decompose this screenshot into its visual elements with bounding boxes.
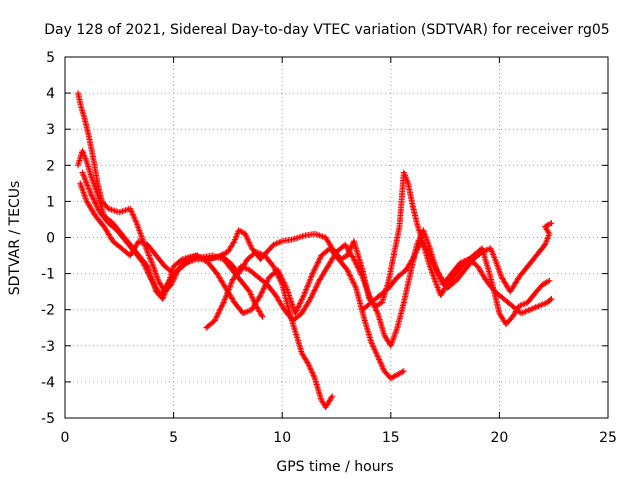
series-track-d [203, 227, 555, 349]
plot-frame [64, 56, 609, 419]
y-tick-labels: -5 -4 -3 -2 -1 0 1 2 3 4 5 [41, 50, 55, 427]
y-tick-label: 1 [46, 194, 55, 210]
y-tick-label: 5 [46, 50, 55, 66]
y-tick-label: -3 [41, 339, 55, 355]
y-tick-label: -5 [41, 411, 55, 427]
series-track-e [359, 220, 555, 313]
y-axis-label: SDTVAR / TECUs [7, 181, 23, 296]
data-marker-path [203, 227, 555, 349]
data-marker-path [75, 147, 336, 411]
y-tick-label: -4 [41, 375, 55, 391]
x-tick-label: 15 [382, 430, 400, 446]
x-tick-label: 0 [61, 430, 70, 446]
data-points [75, 90, 555, 411]
chart-title: Day 128 of 2021, Sidereal Day-to-day VTE… [44, 22, 609, 38]
y-tick-label: 4 [46, 86, 55, 102]
grid-lines [65, 57, 608, 418]
x-axis-label: GPS time / hours [276, 459, 393, 475]
series-track-b [75, 147, 336, 411]
y-tick-label: 2 [46, 158, 55, 174]
data-marker-path [77, 180, 266, 320]
series-track-f [77, 180, 266, 320]
x-tick-label: 25 [599, 430, 617, 446]
y-tick-label: 3 [46, 122, 55, 138]
x-tick-labels: 0 5 10 15 20 25 [61, 430, 617, 446]
x-tick-label: 20 [490, 430, 508, 446]
data-marker-path [359, 220, 555, 313]
y-tick-label: 0 [46, 231, 55, 247]
axis-ticks [64, 56, 609, 419]
y-tick-label: -2 [41, 303, 55, 319]
x-tick-label: 10 [273, 430, 291, 446]
x-tick-label: 5 [169, 430, 178, 446]
y-tick-label: -1 [41, 267, 55, 283]
